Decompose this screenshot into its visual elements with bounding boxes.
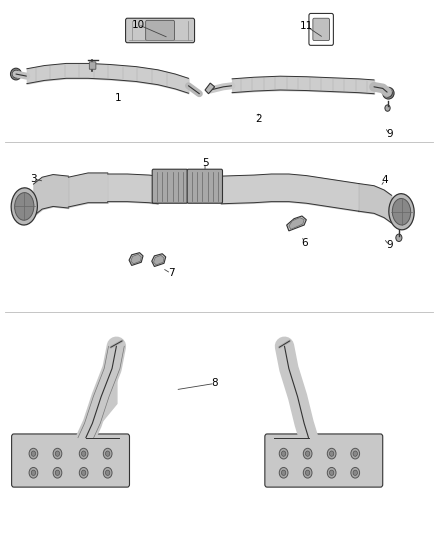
Polygon shape bbox=[153, 255, 164, 265]
Polygon shape bbox=[152, 254, 166, 266]
Ellipse shape bbox=[11, 188, 37, 225]
Circle shape bbox=[79, 448, 88, 459]
Circle shape bbox=[396, 234, 402, 241]
Circle shape bbox=[29, 467, 38, 478]
Ellipse shape bbox=[383, 87, 394, 99]
Circle shape bbox=[305, 451, 310, 456]
Text: 7: 7 bbox=[168, 269, 174, 278]
Circle shape bbox=[353, 451, 357, 456]
Circle shape bbox=[351, 448, 360, 459]
FancyBboxPatch shape bbox=[265, 434, 383, 487]
Circle shape bbox=[81, 451, 86, 456]
Text: 1: 1 bbox=[115, 93, 122, 103]
Circle shape bbox=[353, 470, 357, 475]
Circle shape bbox=[106, 451, 110, 456]
Circle shape bbox=[29, 448, 38, 459]
Text: 4: 4 bbox=[381, 175, 388, 185]
Ellipse shape bbox=[389, 193, 414, 230]
Ellipse shape bbox=[14, 192, 34, 220]
Ellipse shape bbox=[12, 70, 19, 78]
Circle shape bbox=[329, 451, 334, 456]
Polygon shape bbox=[129, 253, 143, 265]
Circle shape bbox=[279, 467, 288, 478]
Ellipse shape bbox=[11, 68, 21, 80]
Circle shape bbox=[103, 448, 112, 459]
Circle shape bbox=[55, 470, 60, 475]
Circle shape bbox=[327, 448, 336, 459]
Circle shape bbox=[385, 105, 390, 111]
Text: 2: 2 bbox=[255, 114, 261, 124]
Circle shape bbox=[31, 451, 35, 456]
Polygon shape bbox=[205, 83, 215, 94]
Text: 9: 9 bbox=[386, 240, 392, 250]
Circle shape bbox=[53, 448, 62, 459]
Circle shape bbox=[279, 448, 288, 459]
FancyBboxPatch shape bbox=[126, 18, 194, 43]
Circle shape bbox=[55, 451, 60, 456]
Circle shape bbox=[351, 467, 360, 478]
FancyBboxPatch shape bbox=[152, 169, 187, 203]
Circle shape bbox=[303, 467, 312, 478]
Circle shape bbox=[53, 467, 62, 478]
Circle shape bbox=[327, 467, 336, 478]
Text: 8: 8 bbox=[211, 378, 218, 389]
Text: 9: 9 bbox=[386, 129, 392, 139]
Circle shape bbox=[81, 470, 86, 475]
FancyBboxPatch shape bbox=[313, 18, 329, 41]
Circle shape bbox=[79, 467, 88, 478]
Circle shape bbox=[31, 470, 35, 475]
Text: 3: 3 bbox=[30, 174, 37, 184]
Text: 5: 5 bbox=[202, 158, 208, 168]
FancyBboxPatch shape bbox=[89, 62, 96, 69]
Polygon shape bbox=[287, 216, 306, 231]
Circle shape bbox=[303, 448, 312, 459]
FancyBboxPatch shape bbox=[187, 169, 223, 203]
FancyBboxPatch shape bbox=[146, 20, 174, 41]
Circle shape bbox=[103, 467, 112, 478]
Circle shape bbox=[305, 470, 310, 475]
Circle shape bbox=[282, 451, 286, 456]
Text: 11: 11 bbox=[300, 21, 313, 31]
Ellipse shape bbox=[392, 198, 411, 225]
FancyBboxPatch shape bbox=[12, 434, 130, 487]
Polygon shape bbox=[289, 217, 304, 229]
Polygon shape bbox=[131, 254, 141, 264]
Circle shape bbox=[282, 470, 286, 475]
Text: 10: 10 bbox=[132, 20, 145, 30]
Circle shape bbox=[329, 470, 334, 475]
Text: 6: 6 bbox=[301, 238, 307, 247]
Circle shape bbox=[106, 470, 110, 475]
Ellipse shape bbox=[385, 89, 392, 97]
